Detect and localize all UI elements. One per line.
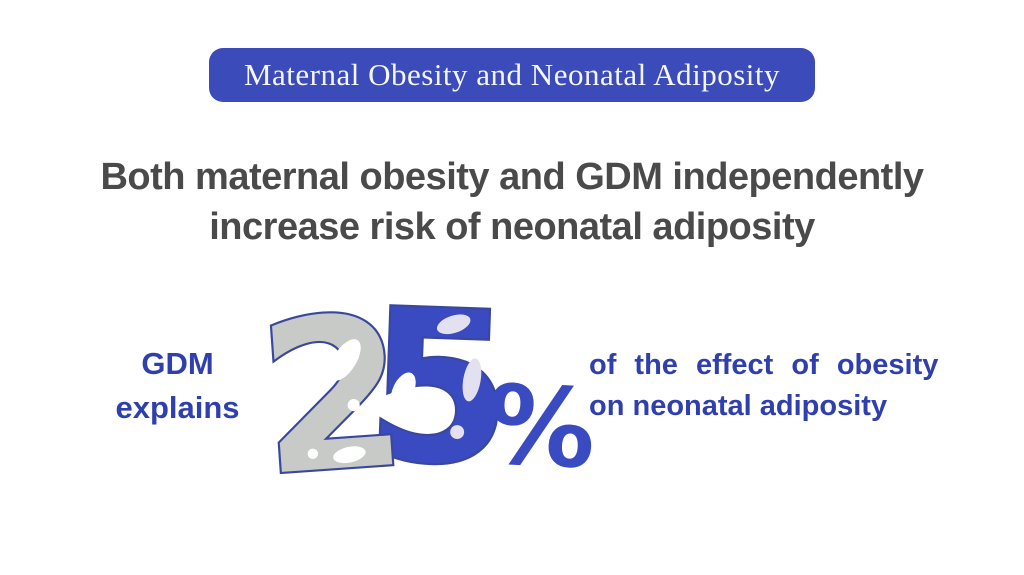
title-badge: Maternal Obesity and Neonatal Adiposity xyxy=(209,48,815,102)
shine-highlight xyxy=(329,339,361,381)
stat-description: of the effect of obesity on neonatal adi… xyxy=(589,345,985,427)
shine-highlight xyxy=(436,314,471,335)
shine-highlight xyxy=(462,358,482,402)
stat-label-line-2: explains xyxy=(115,390,240,425)
title-badge-label: Maternal Obesity and Neonatal Adiposity xyxy=(243,57,781,92)
headline: Both maternal obesity and GDM independen… xyxy=(0,152,1024,252)
stat-label-line-1: GDM xyxy=(141,346,214,381)
shine-highlight xyxy=(450,425,465,440)
shine-highlight xyxy=(390,372,416,409)
shine-highlight xyxy=(333,446,366,464)
bubble-25-percent-graphic: 5 2 % xyxy=(255,286,595,486)
headline-line-1: Both maternal obesity and GDM independen… xyxy=(100,156,924,198)
stat-row: GDM explains 5 2 % of the effect of obes… xyxy=(0,286,1024,486)
stat-label: GDM explains xyxy=(85,342,270,430)
bubble-digit-5: 5 xyxy=(362,286,516,486)
stat-description-line-1: of the effect of obesity xyxy=(589,349,939,381)
stat-description-line-2: on neonatal adiposity xyxy=(589,390,888,422)
bubble-percent-sign: % xyxy=(483,361,595,486)
bubble-digit-2: 2 xyxy=(255,286,414,486)
shine-highlight xyxy=(347,399,360,412)
headline-line-2: increase risk of neonatal adiposity xyxy=(209,206,815,248)
shine-highlight xyxy=(307,448,319,460)
